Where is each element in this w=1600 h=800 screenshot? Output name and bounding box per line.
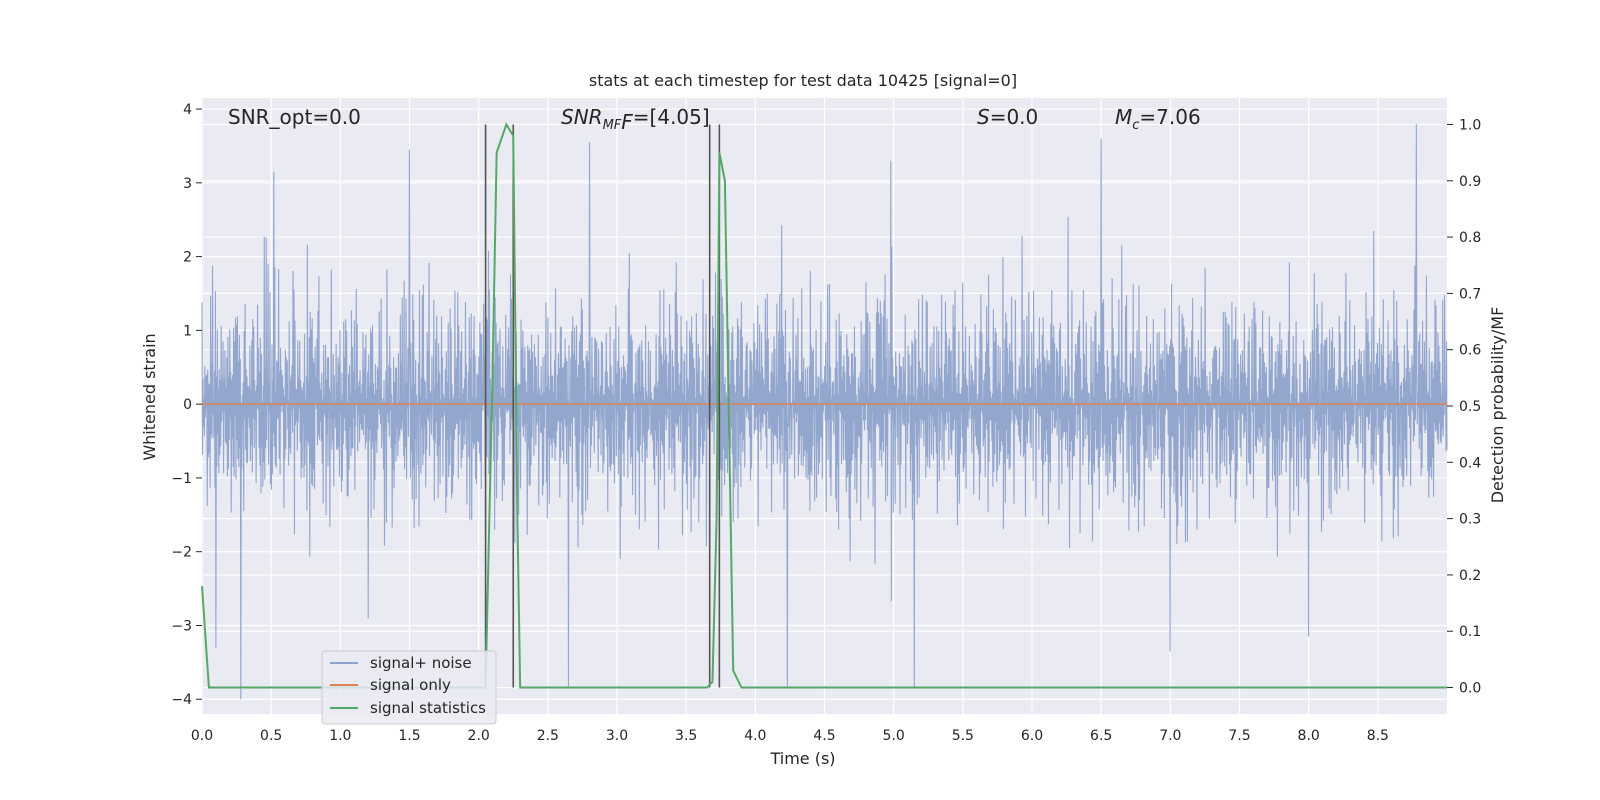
y-right-tick-label: 0.9 (1459, 174, 1481, 190)
legend: signal+ noise signal only signal statist… (321, 650, 497, 725)
y-left-tick-label: −2 (171, 545, 192, 561)
legend-label-stats: signal statistics (370, 699, 486, 717)
y-left-axis-label: Whitened strain (140, 333, 159, 460)
series-signal-statistics (201, 122, 1447, 689)
annotation-s: S=0.0 (977, 105, 1038, 129)
legend-box (321, 650, 497, 725)
y-left-tick-label: −3 (171, 618, 192, 634)
x-tick-label: 6.5 (1090, 728, 1112, 744)
y-left-tick-label: 4 (183, 102, 192, 118)
annotation-snr-mf: SNRMFF=[4.05] (561, 105, 710, 134)
x-tick-label: 2.5 (537, 728, 559, 744)
y-right-tick-label: 1.0 (1459, 117, 1481, 133)
chart-title: stats at each timestep for test data 104… (589, 71, 1017, 90)
y-left-tick-label: 1 (183, 323, 192, 339)
x-tick-label: 4.5 (813, 728, 835, 744)
y-right-tick-label: 0.4 (1459, 455, 1481, 471)
signal-plus-noise-line (201, 123, 1448, 700)
y-left-tick-label: 0 (183, 397, 192, 413)
x-tick-label: 4.0 (744, 728, 766, 744)
x-tick-label: 8.0 (1298, 728, 1320, 744)
annotation-mc: Mc=7.06 (1115, 105, 1201, 133)
x-tick-label: 7.5 (1228, 728, 1250, 744)
x-tick-label: 5.5 (952, 728, 974, 744)
y-right-tick-label: 0.7 (1459, 286, 1481, 302)
vertical-markers (484, 124, 721, 688)
x-tick-label: 2.0 (468, 728, 490, 744)
x-tick-label: 8.5 (1367, 728, 1389, 744)
signal-statistics-line (201, 122, 1447, 689)
y-left-axis-ticks: 4 3 2 1 0 −1 −2 −3 −4 (171, 102, 202, 708)
grid (201, 98, 1447, 714)
y-right-tick-label: 0.6 (1459, 343, 1481, 359)
x-tick-label: 6.0 (1021, 728, 1043, 744)
x-axis-ticks: 0.0 0.5 1.0 1.5 2.0 2.5 3.0 3.5 4.0 4.5 5.0 5.5 6.0 6… (191, 728, 1389, 744)
x-tick-label: 3.0 (606, 728, 628, 744)
x-tick-label: 0.0 (191, 728, 213, 744)
series-signal-plus-noise (201, 123, 1448, 700)
annotation-snr-opt: SNR_opt=0.0 (228, 105, 361, 129)
y-right-tick-label: 0.0 (1459, 681, 1481, 697)
x-tick-label: 3.5 (675, 728, 697, 744)
y-right-tick-label: 0.2 (1459, 568, 1481, 584)
x-tick-label: 1.0 (329, 728, 351, 744)
y-right-axis-ticks: 1.0 0.9 0.8 0.7 0.6 0.5 0.4 0.3 0.2 0.1 0.0 (1447, 117, 1481, 697)
x-tick-label: 7.0 (1159, 728, 1181, 744)
x-axis-label: Time (s) (769, 749, 835, 768)
y-right-tick-label: 0.8 (1459, 230, 1481, 246)
y-left-tick-label: −4 (171, 692, 192, 708)
y-right-tick-label: 0.5 (1459, 399, 1481, 415)
y-left-tick-label: 3 (183, 176, 192, 192)
x-tick-label: 5.0 (883, 728, 905, 744)
legend-label-noise: signal+ noise (370, 654, 472, 672)
y-right-axis-label: Detection probability/MF (1488, 307, 1507, 504)
x-tick-label: 0.5 (260, 728, 282, 744)
legend-label-signal: signal only (370, 676, 451, 694)
y-right-tick-label: 0.3 (1459, 512, 1481, 528)
y-left-tick-label: −1 (171, 471, 192, 487)
y-right-tick-label: 0.1 (1459, 624, 1481, 640)
y-left-tick-label: 2 (183, 250, 192, 266)
x-tick-label: 1.5 (398, 728, 420, 744)
